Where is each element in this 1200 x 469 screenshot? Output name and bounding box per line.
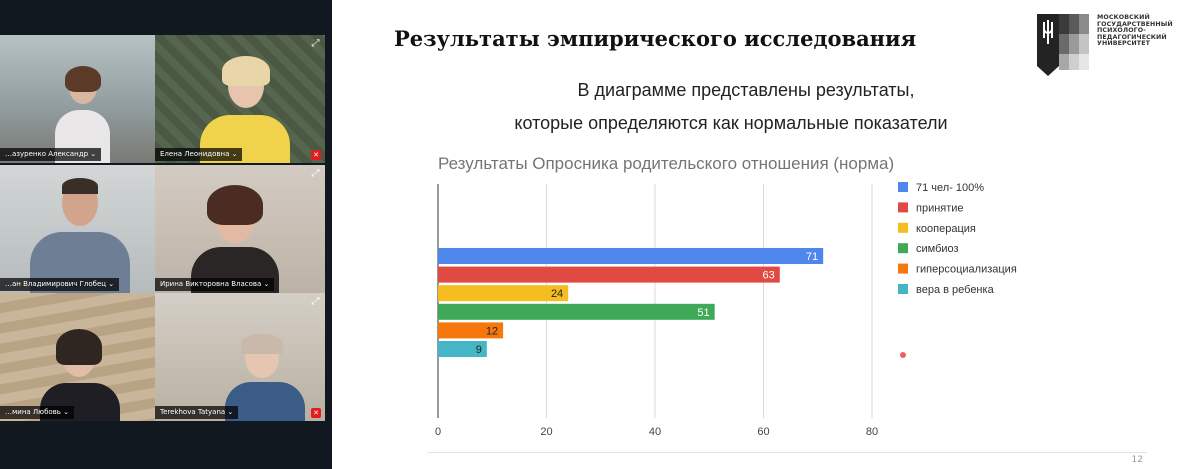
bar (438, 285, 569, 302)
legend-label: принятие (916, 202, 964, 214)
legend-label: кооперация (916, 223, 976, 235)
data-label: 71 (806, 251, 818, 263)
presentation-slide: Результаты эмпирического исследования МО… (332, 0, 1200, 469)
legend-label: вера в ребенка (916, 284, 995, 296)
x-tick-label: 80 (866, 426, 878, 438)
slide-title: Результаты эмпирического исследования (394, 26, 917, 51)
chart-title: Результаты Опросника родительского отнош… (438, 154, 894, 173)
bar (438, 303, 715, 320)
participant-name: …ан Владимирович Глобец ⌄ (0, 278, 120, 291)
university-logo (1037, 14, 1089, 76)
slide-divider (427, 452, 1147, 453)
bar (438, 322, 504, 339)
expand-icon[interactable]: ⤢ (311, 168, 320, 179)
legend-label: 71 чел- 100% (916, 182, 984, 194)
legend-swatch (898, 263, 908, 274)
mic-muted-icon: ✕ (311, 150, 321, 160)
data-label: 12 (486, 325, 498, 337)
legend-label: симбиоз (916, 243, 959, 255)
participant-tile[interactable]: ⤢ Terekhova Tatyana ⌄ ✕ (155, 293, 325, 421)
participant-name: Ирина Викторовна Власова ⌄ (155, 278, 275, 291)
legend-swatch (898, 222, 908, 233)
x-tick-label: 60 (757, 426, 769, 438)
legend-swatch (898, 243, 908, 254)
participant-tile-active-speaker[interactable]: ⤢ Ирина Викторовна Власова ⌄ (155, 165, 325, 293)
participant-video (225, 334, 305, 421)
participant-video (40, 329, 120, 421)
marker-dot (900, 352, 906, 358)
mic-muted-icon: ✕ (311, 408, 321, 418)
legend-label: гиперсоциализация (916, 264, 1017, 276)
bar-chart: Результаты Опросника родительского отнош… (435, 154, 1017, 438)
participant-tile[interactable]: ⤢ …ан Владимирович Глобец ⌄ ✕ (0, 165, 170, 293)
x-tick-label: 0 (435, 426, 441, 438)
participant-video (30, 178, 130, 293)
participant-tile[interactable]: ⤢ Елена Леонидовна ⌄ ✕ (155, 35, 325, 163)
slide-number: 12 (1131, 455, 1143, 465)
bar (438, 266, 780, 283)
expand-icon[interactable]: ⤢ (311, 296, 320, 307)
data-label: 51 (697, 307, 709, 319)
participant-tile[interactable]: ⤢ …мина Любовь ⌄ ✕ (0, 293, 170, 421)
participant-tile[interactable]: ⤢ …азуренко Александр ⌄ ✕ (0, 35, 170, 163)
legend-swatch (898, 182, 908, 192)
data-label: 9 (476, 344, 482, 356)
bar (438, 341, 487, 357)
legend-swatch (898, 284, 908, 294)
participant-name: …мина Любовь ⌄ (0, 406, 75, 419)
slide-intro-line: В диаграмме представлены результаты, (577, 80, 915, 100)
data-label: 24 (551, 288, 563, 300)
x-tick-label: 20 (540, 426, 552, 438)
participant-name: Terekhova Tatyana ⌄ (155, 406, 239, 419)
x-tick-label: 40 (649, 426, 661, 438)
video-conference-panel: ⤢ …азуренко Александр ⌄ ✕ ⤢ Елена Леонид… (0, 0, 332, 469)
bar (438, 248, 824, 264)
participant-name: Елена Леонидовна ⌄ (155, 148, 243, 161)
participant-name: …азуренко Александр ⌄ (0, 148, 102, 161)
legend-swatch (898, 202, 908, 213)
university-name: МОСКОВСКИЙ ГОСУДАРСТВЕННЫЙ ПСИХОЛОГО-ПЕД… (1097, 14, 1173, 48)
expand-icon[interactable]: ⤢ (311, 38, 320, 49)
data-label: 63 (763, 270, 775, 282)
slide-intro-line: которые определяются как нормальные пока… (514, 113, 948, 133)
